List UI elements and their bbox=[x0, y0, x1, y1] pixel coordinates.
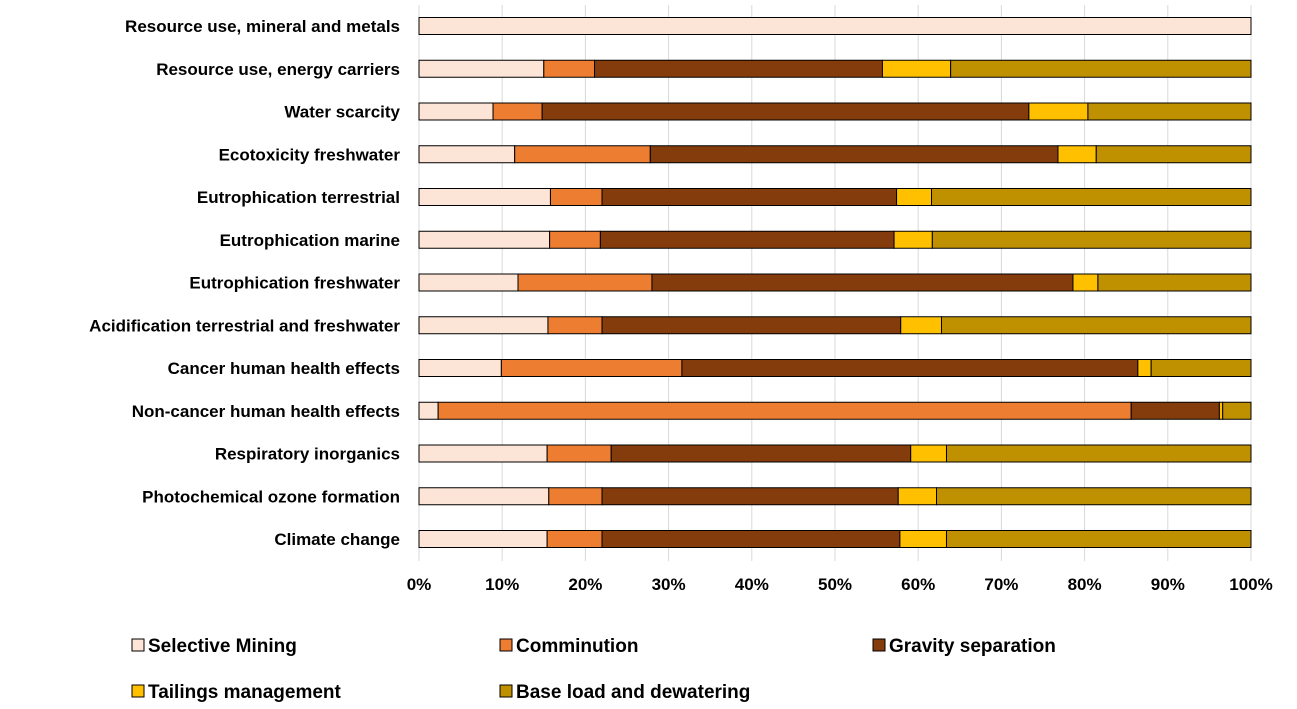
bar-segment bbox=[418, 273, 519, 292]
bar-segment bbox=[547, 316, 603, 335]
bar-segment bbox=[945, 444, 1252, 463]
bar-segment bbox=[1087, 102, 1252, 121]
bar-segment bbox=[549, 188, 603, 206]
bar-segment bbox=[418, 59, 545, 78]
bar-segment bbox=[910, 444, 947, 463]
category-label: Eutrophication marine bbox=[220, 231, 400, 250]
bar-segment bbox=[896, 188, 933, 206]
bar-segment bbox=[1057, 145, 1097, 164]
bar-segment bbox=[897, 487, 938, 506]
bar-segment bbox=[500, 359, 683, 377]
bar-segment bbox=[437, 401, 1132, 420]
bar-segment bbox=[514, 145, 651, 164]
legend-label: Gravity separation bbox=[889, 636, 1056, 657]
bar-segment bbox=[517, 273, 653, 292]
legend-swatch bbox=[872, 638, 886, 652]
bar-segment bbox=[1097, 273, 1252, 292]
bar-segment bbox=[945, 530, 1252, 548]
legend: Selective Mining Comminution Gravity separ… bbox=[131, 636, 1056, 703]
category-label: Climate change bbox=[274, 530, 400, 549]
bar-segment bbox=[1130, 401, 1220, 420]
bar-segment bbox=[546, 530, 603, 548]
category-label: Respiratory inorganics bbox=[215, 445, 400, 464]
category-label: Resource use, energy carriers bbox=[156, 60, 400, 79]
category-label: Eutrophication terrestrial bbox=[197, 188, 400, 207]
category-labels: Resource use, mineral and metals Resource… bbox=[89, 17, 400, 549]
legend-swatch bbox=[131, 638, 145, 652]
bar-segment bbox=[651, 273, 1074, 292]
x-tick-label: 50% bbox=[818, 575, 852, 594]
bar-segment bbox=[1072, 273, 1099, 292]
bar-segment bbox=[548, 487, 603, 506]
bar-segment bbox=[549, 230, 601, 249]
x-tick-label: 80% bbox=[1068, 575, 1102, 594]
x-tick-label: 70% bbox=[984, 575, 1018, 594]
category-label: Photochemical ozone formation bbox=[142, 487, 400, 506]
bar-segment bbox=[418, 316, 549, 335]
bar-segment bbox=[546, 444, 612, 463]
legend-label: Tailings management bbox=[148, 682, 342, 703]
bar-segment bbox=[418, 444, 548, 463]
bar-segment bbox=[1095, 145, 1252, 164]
bar-segment bbox=[418, 102, 494, 121]
bar-segment bbox=[594, 59, 883, 78]
x-tick-label: 30% bbox=[652, 575, 686, 594]
bar-segment bbox=[1028, 102, 1089, 121]
bar-segment bbox=[649, 145, 1059, 164]
bar-segment bbox=[936, 487, 1252, 506]
bar-segment bbox=[601, 530, 901, 548]
bar-segment bbox=[492, 102, 543, 121]
bar-segment bbox=[418, 530, 548, 548]
bar-segment bbox=[940, 316, 1252, 335]
legend-swatch bbox=[499, 684, 513, 698]
bar-segment bbox=[1222, 401, 1252, 420]
bar-segment bbox=[931, 188, 1252, 206]
x-tick-label: 90% bbox=[1151, 575, 1185, 594]
legend-label: Base load and dewatering bbox=[516, 682, 750, 703]
bar-segment bbox=[601, 487, 899, 506]
x-tick-label: 40% bbox=[735, 575, 769, 594]
bar-segment bbox=[418, 359, 502, 377]
bar-segment bbox=[893, 230, 933, 249]
bar-segment bbox=[601, 188, 898, 206]
legend-swatch bbox=[499, 638, 513, 652]
bar-segment bbox=[601, 316, 902, 335]
x-tick-label: 10% bbox=[485, 575, 519, 594]
bar-segment bbox=[610, 444, 912, 463]
bar-segment bbox=[900, 316, 942, 335]
bar-segment bbox=[418, 145, 516, 164]
bar-segment bbox=[931, 230, 1252, 249]
bar-segment bbox=[418, 401, 439, 420]
x-tick-label: 100% bbox=[1229, 575, 1272, 594]
category-label: Non-cancer human health effects bbox=[132, 402, 400, 421]
x-tick-label: 60% bbox=[901, 575, 935, 594]
bars bbox=[418, 17, 1252, 548]
category-label: Resource use, mineral and metals bbox=[125, 17, 400, 36]
bar-segment bbox=[899, 530, 947, 548]
bar-segment bbox=[881, 59, 952, 78]
bar-segment bbox=[1150, 359, 1252, 377]
bar-segment bbox=[541, 102, 1030, 121]
x-tick-label: 0% bbox=[407, 575, 432, 594]
bar-segment bbox=[599, 230, 895, 249]
bar-segment bbox=[418, 188, 551, 206]
category-label: Ecotoxicity freshwater bbox=[219, 145, 401, 164]
legend-swatch bbox=[131, 684, 145, 698]
bar-segment bbox=[418, 17, 1252, 35]
bar-segment bbox=[681, 359, 1139, 377]
legend-label: Comminution bbox=[516, 636, 638, 657]
bar-segment bbox=[950, 59, 1252, 78]
legend-label: Selective Mining bbox=[148, 636, 297, 657]
x-tick-labels: 0% 10% 20% 30% 40% 50% 60% 70% 80% 90% 100% bbox=[407, 575, 1273, 594]
bar-segment bbox=[1137, 359, 1152, 377]
x-tick-label: 20% bbox=[568, 575, 602, 594]
category-label: Acidification terrestrial and freshwater bbox=[89, 316, 400, 335]
category-label: Eutrophication freshwater bbox=[189, 274, 400, 293]
bar-segment bbox=[543, 59, 596, 78]
category-label: Cancer human health effects bbox=[168, 359, 400, 378]
bar-segment bbox=[418, 230, 551, 249]
category-label: Water scarcity bbox=[284, 103, 400, 122]
bar-segment bbox=[418, 487, 550, 506]
